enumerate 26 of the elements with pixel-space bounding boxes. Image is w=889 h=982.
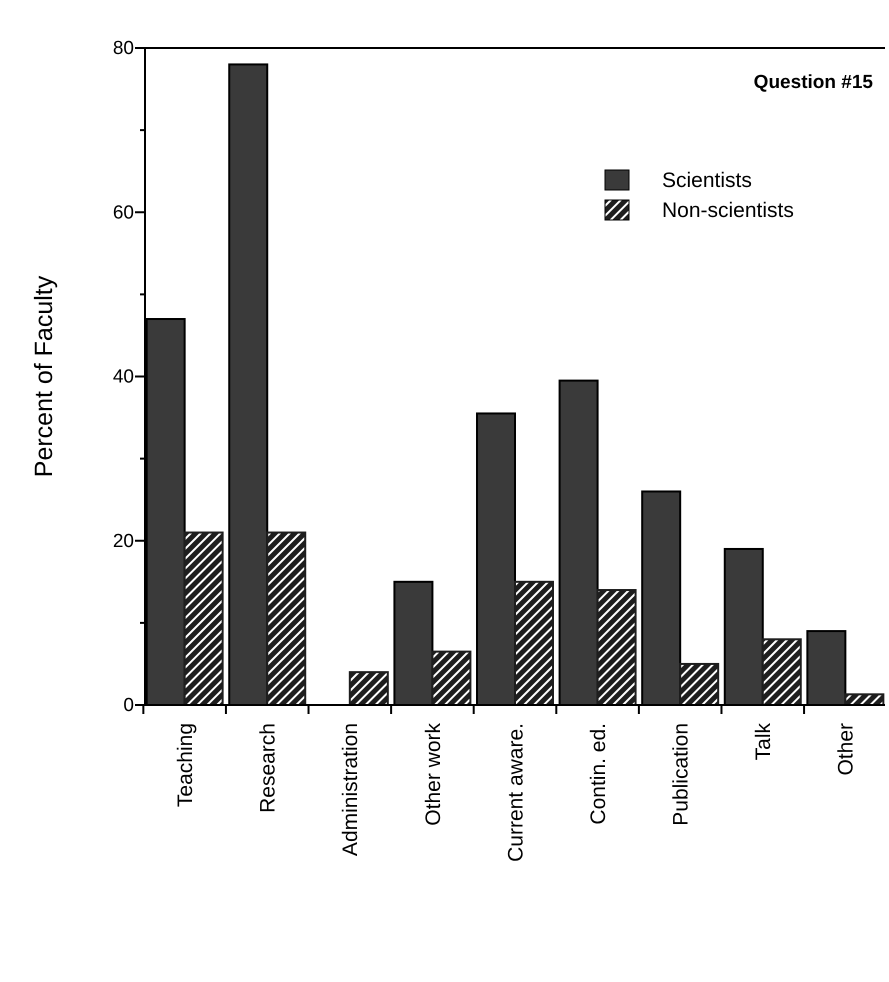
y-tick-label: 0 bbox=[123, 695, 134, 716]
x-tick-label: Contin. ed. bbox=[586, 723, 610, 825]
bar bbox=[514, 580, 554, 706]
x-tick-label: Talk bbox=[752, 722, 776, 760]
bar bbox=[596, 589, 637, 706]
bar bbox=[431, 650, 472, 706]
y-tick-label: 20 bbox=[112, 530, 134, 552]
x-tick-label: Other bbox=[834, 723, 858, 776]
legend-label: Scientists bbox=[662, 169, 752, 192]
y-tick-label: 80 bbox=[112, 38, 134, 60]
x-tick-label: Current aware. bbox=[504, 723, 528, 862]
y-axis-title: Percent of Faculty bbox=[30, 275, 58, 478]
bar bbox=[266, 532, 306, 706]
legend-label: Non-scientists bbox=[662, 199, 794, 222]
annotation: Question #15 bbox=[754, 72, 874, 93]
x-tick-label: Publication bbox=[670, 723, 693, 826]
y-tick-label: 60 bbox=[112, 202, 134, 224]
bar bbox=[184, 532, 224, 706]
y-tick-label: 40 bbox=[112, 366, 134, 388]
x-tick-label: Research bbox=[256, 723, 280, 813]
x-tick-label: Administration bbox=[339, 723, 362, 856]
x-tick-label: Teaching bbox=[174, 723, 197, 808]
bar bbox=[762, 638, 802, 706]
bar bbox=[348, 671, 389, 706]
x-tick-label: Other work bbox=[422, 722, 445, 826]
bar bbox=[679, 662, 720, 706]
